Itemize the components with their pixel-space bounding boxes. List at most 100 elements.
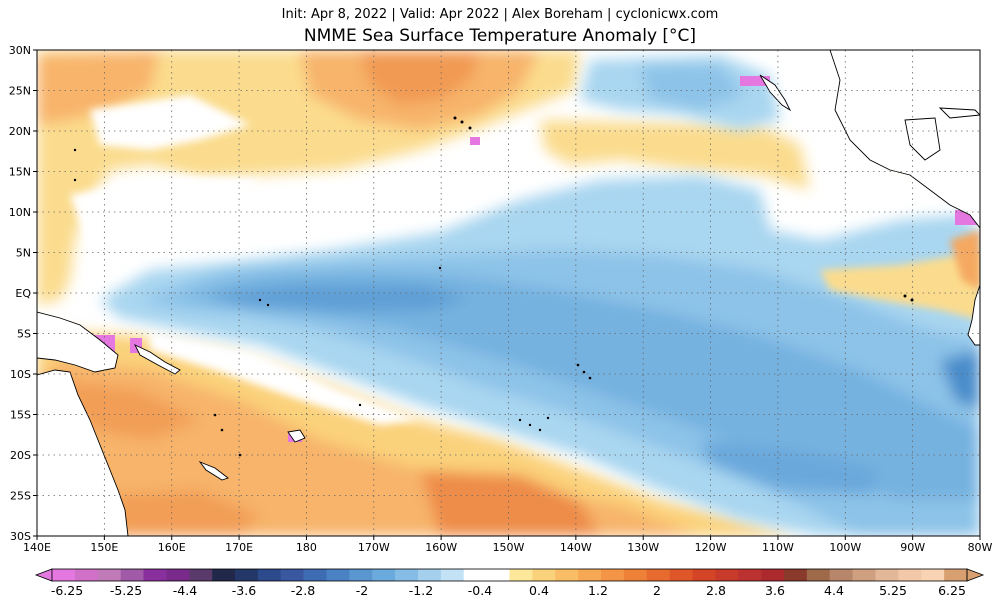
y-tick-label: 5S (17, 328, 31, 341)
x-tick-label: 150E (90, 541, 118, 554)
y-tick-label: 15N (9, 166, 31, 179)
colorbar-swatch (212, 569, 236, 581)
x-axis-ticks: 140E 150E 160E 170E 180 170W 160W 150W 140W 130W 1… (23, 536, 993, 554)
y-axis-ticks: 30N 25N 20N 15N 10N 5N EQ 5S 10S 15S 20S 25S 30S (9, 44, 37, 543)
y-tick-label: 20N (9, 125, 31, 138)
colorbar-swatch (692, 569, 716, 581)
colorbar-label: -5.25 (110, 583, 142, 598)
y-tick-label: 25N (9, 85, 31, 98)
colorbar-swatch (738, 569, 762, 581)
colorbar-label: 5.25 (879, 583, 907, 598)
y-tick-label: 15S (10, 409, 31, 422)
x-tick-label: 150W (493, 541, 525, 554)
colorbar-swatch (74, 569, 99, 581)
y-tick-label: 5N (16, 247, 31, 260)
x-tick-label: 140W (560, 541, 592, 554)
colorbar-label: 4.4 (824, 583, 844, 598)
colorbar-swatch (303, 569, 327, 581)
colorbar-swatch (898, 569, 922, 581)
map-title: NMME Sea Surface Temperature Anomaly [°C… (303, 26, 697, 46)
colorbar-swatch (120, 569, 144, 581)
y-tick-label: 10N (9, 206, 31, 219)
small-islands (73, 116, 914, 457)
new-guinea-coast (37, 311, 119, 373)
colorbar-swatch (532, 569, 556, 581)
baja-peninsula-coast (759, 74, 792, 112)
colorbar-swatch (578, 569, 602, 581)
north-america-coast (740, 50, 980, 229)
australia-coast (37, 369, 129, 536)
colorbar-swatch (829, 569, 853, 581)
colorbar-label: 6.25 (938, 583, 966, 598)
x-tick-label: 100W (829, 541, 861, 554)
colorbar-label: 1.2 (588, 583, 608, 598)
colorbar-swatch (555, 569, 579, 581)
colorbar-swatch (852, 569, 876, 581)
colorbar-swatch (921, 569, 945, 581)
colorbar-swatch (257, 569, 282, 581)
x-tick-label: 90W (900, 541, 925, 554)
colorbar-label: 0.4 (529, 583, 549, 598)
anomaly-field (37, 50, 980, 536)
y-tick-label: 30S (10, 530, 31, 543)
x-tick-label: 160E (158, 541, 186, 554)
x-tick-label: 140E (23, 541, 51, 554)
yucatan-coast (904, 117, 941, 161)
equatorial-cold-anomaly (100, 175, 980, 536)
colorbar-swatch (440, 569, 465, 581)
colorbar-swatch (166, 569, 190, 581)
south-pacific-warm-anomaly (37, 330, 800, 536)
cuba-coast (938, 107, 980, 119)
colorbar-extend-low (34, 568, 53, 582)
colorbar-label: -1.2 (409, 583, 433, 598)
y-tick-label: 20S (10, 449, 31, 462)
colorbar-swatch (418, 569, 442, 581)
colorbar-swatch (875, 569, 899, 581)
x-tick-label: 130W (627, 541, 659, 554)
colorbar-swatch (395, 569, 419, 581)
colorbar-swatch (52, 569, 76, 581)
colorbar-label: 2.8 (706, 583, 726, 598)
colorbar-labels: -6.25 -5.25 -4.4 -3.6 -2.8 -2 -1.2 -0.4 0.4 1.2 2 2… (51, 583, 966, 598)
colorbar-swatch (486, 569, 510, 581)
x-tick-label: 160W (425, 541, 457, 554)
colorbar-swatch (601, 569, 625, 581)
colorbar-swatch (623, 569, 648, 581)
colorbar-label: -2.8 (291, 583, 315, 598)
x-tick-label: 120W (695, 541, 727, 554)
y-tick-label: 30N (9, 44, 31, 57)
colorbar-swatch (669, 569, 693, 581)
colorbar-swatch (326, 569, 350, 581)
south-america-coast (967, 284, 980, 346)
solomon-islands-coast (134, 344, 181, 375)
baja-cold-anomaly (580, 55, 780, 130)
coastlines (37, 50, 980, 536)
colorbar-label: -3.6 (232, 583, 256, 598)
colorbar-label: -2 (356, 583, 368, 598)
new-caledonia-coast (198, 460, 229, 481)
colorbar-swatch (349, 569, 373, 581)
colorbar-swatch (280, 569, 304, 581)
colorbar-swatch (715, 569, 739, 581)
colorbar (34, 568, 985, 582)
colorbar-swatch (761, 569, 785, 581)
y-tick-label: EQ (15, 287, 31, 300)
colorbar-label: -6.25 (51, 583, 83, 598)
colorbar-extend-high (966, 568, 985, 582)
y-tick-label: 25S (10, 490, 31, 503)
x-tick-label: 110W (762, 541, 794, 554)
colorbar-swatch (463, 569, 487, 581)
x-tick-label: 170W (358, 541, 390, 554)
colorbar-swatch (372, 569, 396, 581)
fiji-coast (287, 429, 306, 443)
colorbar-swatch (189, 569, 213, 581)
colorbar-swatch (97, 569, 121, 581)
x-tick-label: 80W (968, 541, 993, 554)
colorbar-label: 2 (653, 583, 661, 598)
colorbar-label: 3.6 (765, 583, 785, 598)
colorbar-label: -0.4 (468, 583, 492, 598)
colorbar-swatch (235, 569, 259, 581)
colorbar-swatch (784, 569, 808, 581)
colorbar-swatch (646, 569, 670, 581)
